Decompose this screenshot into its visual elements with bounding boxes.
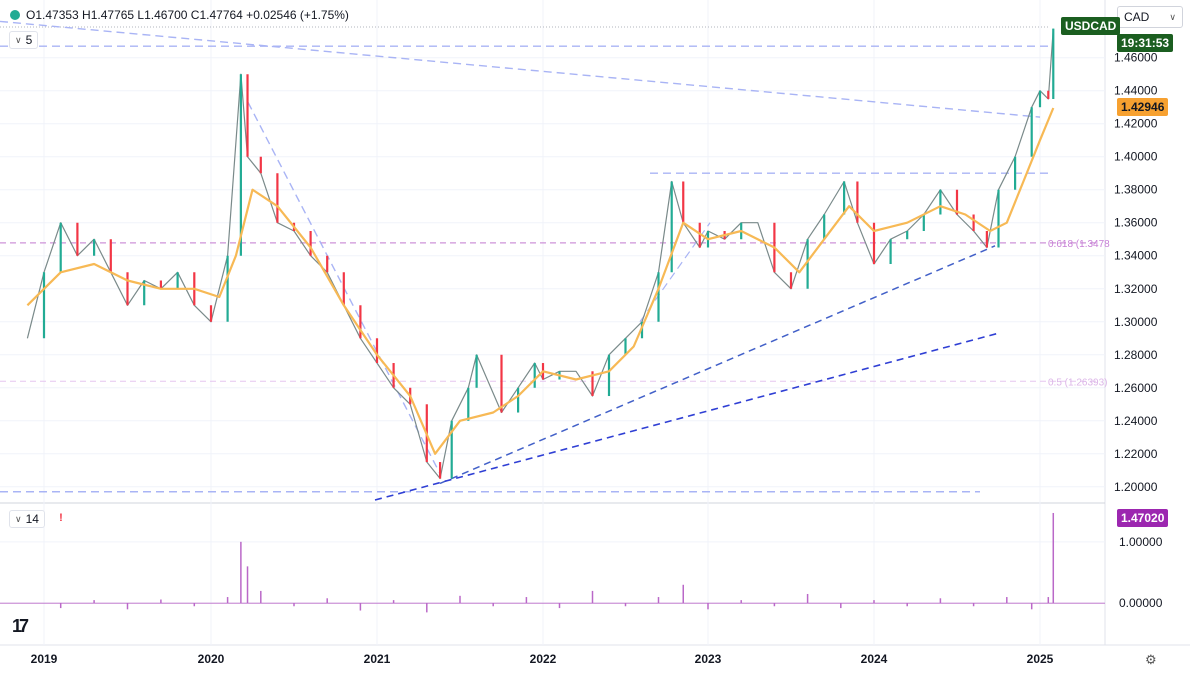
symbol-badge: USDCAD: [1061, 17, 1121, 35]
price-axis-label: 1.30000: [1114, 315, 1158, 329]
price-axis-label: 1.34000: [1114, 249, 1158, 263]
currency-select[interactable]: CAD ∨: [1117, 6, 1183, 28]
price-axis-label: 1.36000: [1114, 216, 1158, 230]
price-axis-label: 1.40000: [1114, 150, 1158, 164]
chevron-down-icon[interactable]: ∨: [15, 34, 22, 45]
price-axis-label: 1.26000: [1114, 381, 1158, 395]
time-axis-label: 2020: [198, 652, 225, 666]
price-axis-label: 1.32000: [1114, 282, 1158, 296]
chevron-down-icon: ∨: [1169, 11, 1176, 22]
gear-icon[interactable]: ⚙: [1145, 652, 1157, 667]
ohlc-values: O1.47353 H1.47765 L1.46700 C1.47764 +0.0…: [26, 8, 349, 22]
sub-indicator-tag[interactable]: ∨ 14: [9, 510, 45, 528]
time-axis-label: 2022: [530, 652, 557, 666]
sub-indicator-length: 14: [25, 512, 39, 526]
time-axis-label: 2023: [695, 652, 722, 666]
last-price-countdown: 19:31:53: [1117, 34, 1174, 52]
warning-icon[interactable]: !: [54, 511, 68, 525]
price-axis-label: 1.20000: [1114, 480, 1158, 494]
price-indicator-tag[interactable]: ∨ 5: [9, 31, 39, 49]
price-axis-label: 1.46000: [1114, 51, 1158, 65]
sub-axis-label: 1.00000: [1119, 535, 1163, 549]
price-axis-label: 1.22000: [1114, 447, 1158, 461]
time-axis-label: 2019: [31, 652, 58, 666]
market-status-icon: [10, 10, 20, 20]
sub-axis-label: 0.00000: [1119, 596, 1163, 610]
price-axis-label: 1.24000: [1114, 414, 1158, 428]
ma-price-tag: 1.42946: [1117, 98, 1169, 116]
tradingview-logo-icon: 17: [12, 616, 29, 636]
trend-line-descending-long: [0, 20, 1041, 118]
fib-annotation: 0.618 (1.3478: [1048, 239, 1110, 250]
time-axis-label: 2021: [364, 652, 391, 666]
price-axis-label: 1.38000: [1114, 183, 1158, 197]
ohlc-legend: O1.47353 H1.47765 L1.46700 C1.47764 +0.0…: [10, 8, 349, 22]
price-axis-label: 1.44000: [1114, 84, 1158, 98]
price-indicator-length: 5: [25, 33, 33, 47]
chevron-down-icon[interactable]: ∨: [15, 513, 22, 524]
time-axis-label: 2024: [861, 652, 888, 666]
price-axis-label: 1.28000: [1114, 348, 1158, 362]
price-series-line[interactable]: [26, 28, 1054, 480]
trend-line-ascending-support: [439, 245, 996, 485]
time-axis-label: 2025: [1027, 652, 1054, 666]
sub-price-tag: 1.47020: [1117, 509, 1169, 527]
ma-series-line[interactable]: [26, 107, 1055, 455]
fib-annotation: 0.5 (1.26393): [1048, 377, 1108, 388]
currency-select-value: CAD: [1124, 10, 1150, 24]
price-axis-label: 1.42000: [1114, 117, 1158, 131]
